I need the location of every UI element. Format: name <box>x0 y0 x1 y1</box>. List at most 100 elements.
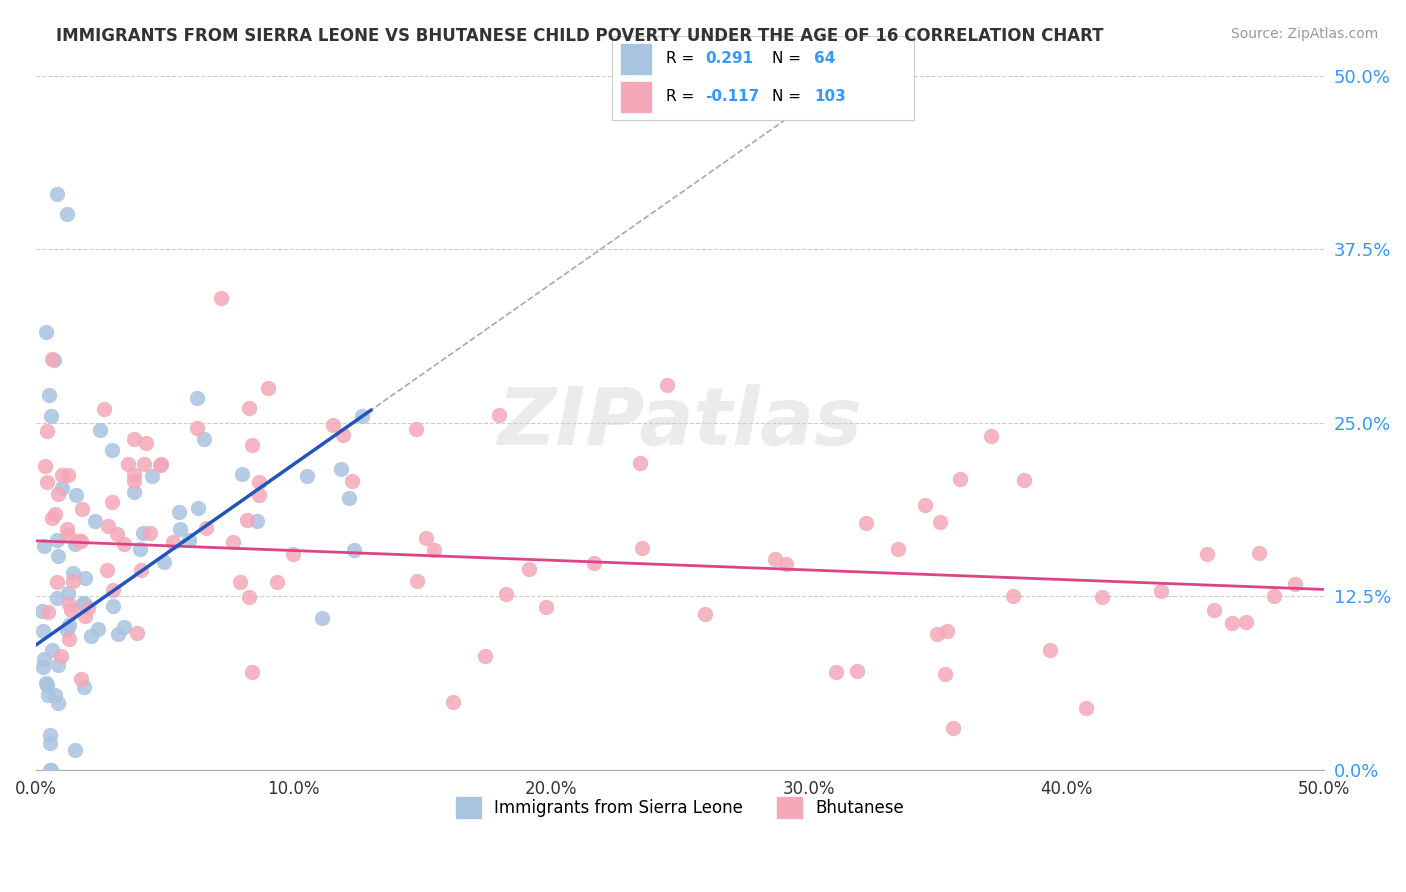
Point <box>247 488 270 502</box>
Point <box>405 422 427 436</box>
Point <box>58 617 80 632</box>
Point <box>128 541 150 556</box>
Point <box>73 609 96 624</box>
Point <box>246 514 269 528</box>
Point <box>949 472 972 486</box>
Point <box>46 696 69 710</box>
Point <box>141 469 163 483</box>
Point <box>824 665 846 680</box>
Point <box>1263 589 1285 603</box>
Point <box>122 432 145 446</box>
Point <box>48 657 70 672</box>
Point <box>32 540 55 554</box>
Text: ZIPatlas: ZIPatlas <box>498 384 862 462</box>
Point <box>35 326 58 340</box>
FancyBboxPatch shape <box>620 44 651 74</box>
Point <box>1249 546 1271 560</box>
Point <box>37 688 59 702</box>
Point <box>936 624 959 638</box>
Point <box>247 475 270 489</box>
Point <box>934 667 956 681</box>
Point <box>35 475 58 489</box>
Point <box>105 527 128 541</box>
Point <box>62 566 84 580</box>
Point <box>1204 602 1226 616</box>
Point <box>925 627 948 641</box>
Point <box>59 603 82 617</box>
Point <box>1091 590 1114 604</box>
Point <box>1234 615 1257 629</box>
Point <box>46 549 69 564</box>
Point <box>229 575 252 590</box>
Point <box>1001 589 1024 603</box>
Point <box>39 736 62 750</box>
Point <box>488 409 510 423</box>
Point <box>167 506 190 520</box>
Point <box>352 409 374 423</box>
Point <box>100 494 122 508</box>
Point <box>855 516 877 530</box>
Point <box>39 728 62 742</box>
Point <box>56 207 79 221</box>
Point <box>980 429 1002 443</box>
Point <box>63 537 86 551</box>
Point <box>942 721 965 735</box>
Point <box>35 676 58 690</box>
Point <box>124 484 146 499</box>
Point <box>195 520 218 534</box>
Point <box>281 547 304 561</box>
Point <box>122 474 145 488</box>
Point <box>32 652 55 666</box>
Point <box>44 688 66 702</box>
Point <box>72 501 94 516</box>
Point <box>1150 584 1173 599</box>
FancyBboxPatch shape <box>620 82 651 112</box>
Point <box>135 436 157 450</box>
Point <box>80 629 103 643</box>
Point <box>38 388 60 402</box>
Point <box>37 425 59 439</box>
Point <box>73 571 96 585</box>
Point <box>41 409 63 423</box>
Point <box>150 457 173 471</box>
Point <box>1074 701 1097 715</box>
Point <box>38 763 60 777</box>
Point <box>415 531 437 545</box>
Point <box>186 420 208 434</box>
Point <box>67 533 90 548</box>
Point <box>56 468 79 483</box>
Point <box>1012 473 1035 487</box>
Point <box>56 586 79 600</box>
Point <box>311 610 333 624</box>
Point <box>169 521 191 535</box>
Point <box>93 401 115 416</box>
Text: -0.117: -0.117 <box>706 89 759 104</box>
Point <box>76 601 98 615</box>
Point <box>517 562 540 576</box>
Point <box>332 427 354 442</box>
Text: IMMIGRANTS FROM SIERRA LEONE VS BHUTANESE CHILD POVERTY UNDER THE AGE OF 16 CORR: IMMIGRANTS FROM SIERRA LEONE VS BHUTANES… <box>56 27 1104 45</box>
Point <box>238 590 260 604</box>
Text: N =: N = <box>772 89 806 104</box>
Point <box>42 353 65 368</box>
Point <box>87 622 110 636</box>
Point <box>37 605 59 619</box>
Point <box>46 533 69 547</box>
Point <box>122 468 145 483</box>
Point <box>657 378 679 392</box>
Point <box>238 401 260 415</box>
Point <box>63 742 86 756</box>
Point <box>41 643 63 657</box>
Point <box>441 694 464 708</box>
Point <box>41 351 63 366</box>
Point <box>44 507 66 521</box>
Text: R =: R = <box>666 89 699 104</box>
Point <box>177 533 200 548</box>
Point <box>474 648 496 663</box>
Point <box>34 458 56 473</box>
Point <box>96 563 118 577</box>
Point <box>83 514 105 528</box>
Text: 103: 103 <box>814 89 846 104</box>
Point <box>295 469 318 483</box>
Point <box>101 582 124 597</box>
